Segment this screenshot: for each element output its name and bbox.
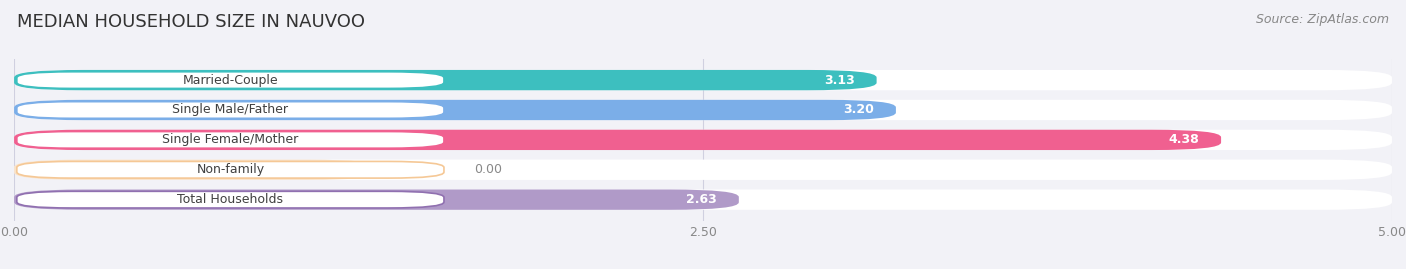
FancyBboxPatch shape bbox=[14, 189, 1392, 210]
Text: Non-family: Non-family bbox=[197, 163, 264, 176]
Text: 0.00: 0.00 bbox=[474, 163, 502, 176]
FancyBboxPatch shape bbox=[14, 189, 738, 210]
Text: MEDIAN HOUSEHOLD SIZE IN NAUVOO: MEDIAN HOUSEHOLD SIZE IN NAUVOO bbox=[17, 13, 366, 31]
FancyBboxPatch shape bbox=[14, 130, 1220, 150]
FancyBboxPatch shape bbox=[14, 160, 1392, 180]
Text: 2.63: 2.63 bbox=[686, 193, 717, 206]
Text: Married-Couple: Married-Couple bbox=[183, 74, 278, 87]
FancyBboxPatch shape bbox=[14, 70, 1392, 90]
FancyBboxPatch shape bbox=[14, 160, 377, 180]
Text: 3.20: 3.20 bbox=[844, 104, 875, 116]
FancyBboxPatch shape bbox=[14, 100, 1392, 120]
Text: 3.13: 3.13 bbox=[824, 74, 855, 87]
FancyBboxPatch shape bbox=[17, 191, 444, 208]
FancyBboxPatch shape bbox=[17, 72, 444, 89]
FancyBboxPatch shape bbox=[14, 100, 896, 120]
FancyBboxPatch shape bbox=[17, 102, 444, 118]
Text: Source: ZipAtlas.com: Source: ZipAtlas.com bbox=[1256, 13, 1389, 26]
FancyBboxPatch shape bbox=[17, 161, 444, 178]
FancyBboxPatch shape bbox=[14, 130, 1392, 150]
Text: Total Households: Total Households bbox=[177, 193, 284, 206]
Text: Single Female/Mother: Single Female/Mother bbox=[162, 133, 298, 146]
FancyBboxPatch shape bbox=[14, 70, 876, 90]
FancyBboxPatch shape bbox=[17, 132, 444, 148]
Text: 4.38: 4.38 bbox=[1168, 133, 1199, 146]
Text: Single Male/Father: Single Male/Father bbox=[173, 104, 288, 116]
